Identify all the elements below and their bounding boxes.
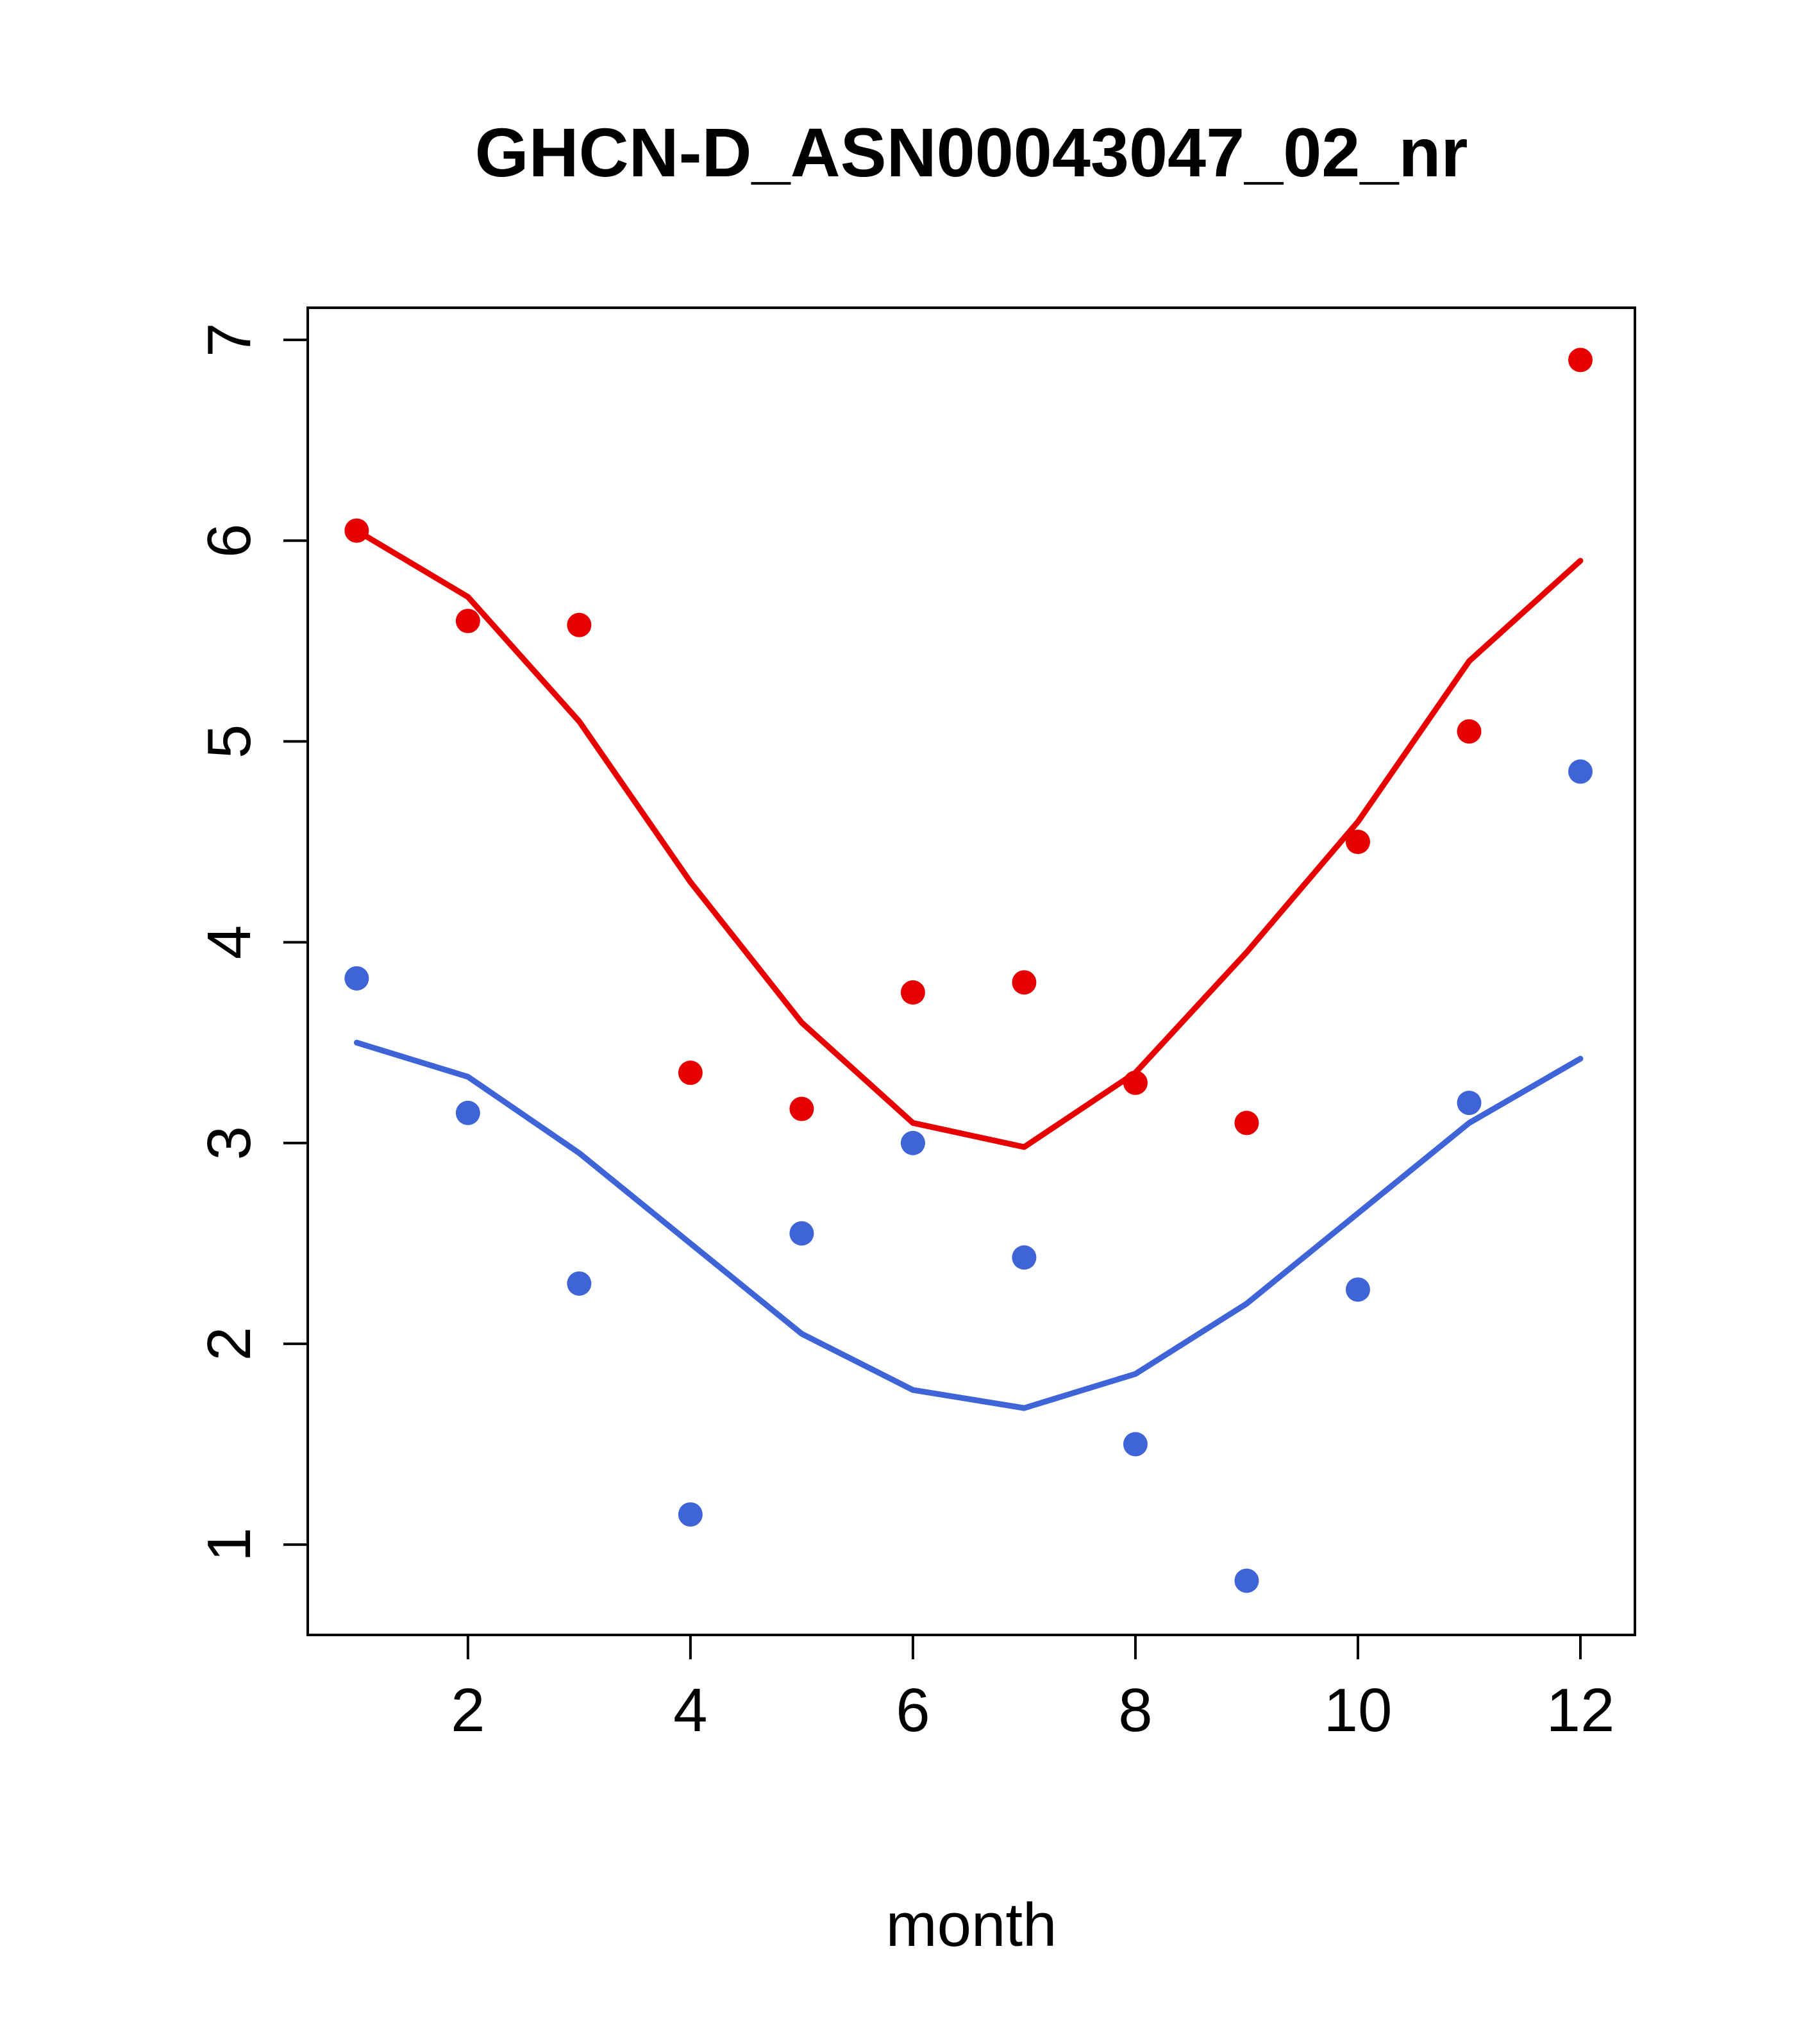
- chart-title: GHCN-D_ASN00043047_02_nr: [475, 113, 1468, 191]
- y-tick-label: 6: [195, 524, 264, 558]
- plot-frame: [306, 306, 1636, 1636]
- red-points-marker: [1568, 348, 1593, 373]
- y-tick-label: 5: [195, 725, 264, 758]
- x-tick-label: 8: [1118, 1676, 1152, 1745]
- x-tick-label: 12: [1546, 1676, 1615, 1745]
- y-tick-label: 2: [195, 1327, 264, 1361]
- red-points-marker: [455, 608, 480, 633]
- blue-points-marker: [1234, 1568, 1259, 1593]
- red-points-marker: [1012, 970, 1037, 995]
- x-tick-label: 4: [673, 1676, 707, 1745]
- blue-points-marker: [1345, 1277, 1370, 1302]
- red-points-marker: [789, 1096, 814, 1121]
- blue-points-marker: [789, 1221, 814, 1246]
- blue-points-marker: [1568, 759, 1593, 784]
- x-axis: 2 4 6 8 10 12: [451, 1635, 1614, 1745]
- blue-points-marker: [1123, 1432, 1148, 1457]
- blue-points-marker: [567, 1271, 592, 1296]
- red-points-marker: [900, 980, 925, 1005]
- blue-points-marker: [1012, 1245, 1037, 1270]
- red-points-marker: [1457, 719, 1482, 744]
- x-tick-label: 6: [896, 1676, 930, 1745]
- x-tick-label: 10: [1324, 1676, 1393, 1745]
- y-tick-label: 3: [195, 1126, 264, 1160]
- plot-box: [306, 306, 1636, 1636]
- blue-smooth-line: [353, 1039, 1584, 1411]
- blue-points-marker: [455, 1100, 480, 1125]
- blue-points-marker: [900, 1130, 925, 1155]
- red-points-marker: [1345, 830, 1370, 855]
- x-tick-label: 2: [451, 1676, 485, 1745]
- blue-points-marker: [344, 966, 369, 991]
- y-tick-label: 4: [195, 925, 264, 959]
- red-points: [344, 348, 1593, 1135]
- blue-points: [344, 759, 1593, 1593]
- red-smooth-line: [353, 528, 1584, 1150]
- red-points-marker: [1234, 1110, 1259, 1135]
- y-tick-label: 1: [195, 1527, 264, 1561]
- blue-points-marker: [1457, 1091, 1482, 1116]
- red-points-marker: [567, 612, 592, 637]
- y-tick-label: 7: [195, 323, 264, 356]
- y-axis: 1 2 3 4 5 6 7: [195, 323, 308, 1562]
- red-points-marker: [678, 1060, 703, 1085]
- x-axis-label: month: [886, 1891, 1057, 1959]
- blue-points-marker: [678, 1502, 703, 1527]
- series-layer: [344, 348, 1593, 1593]
